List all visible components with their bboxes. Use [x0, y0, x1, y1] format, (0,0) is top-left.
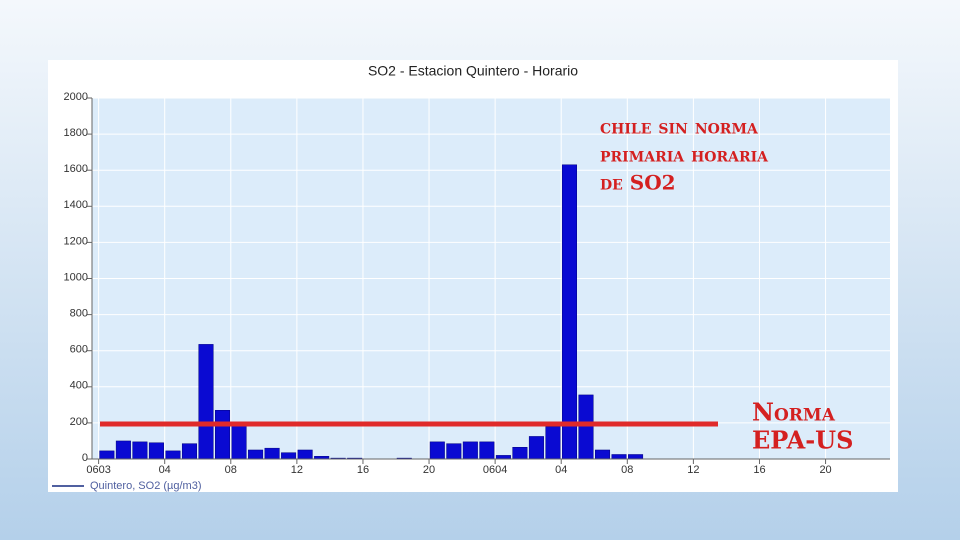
annotation: Norma [752, 398, 836, 427]
y-tick-label: 0 [82, 452, 88, 464]
bar [545, 426, 561, 460]
x-tick-label: 16 [357, 464, 369, 476]
bar [628, 454, 644, 460]
y-tick-label: 800 [70, 308, 88, 320]
bars [99, 164, 644, 460]
bar [297, 449, 313, 460]
bar [132, 441, 148, 460]
x-tick-label: 0604 [483, 464, 507, 476]
x-tick-label: 16 [753, 464, 765, 476]
bar [512, 447, 528, 460]
x-tick-label: 04 [555, 464, 567, 476]
x-tick-label: 04 [159, 464, 171, 476]
y-tick-label: 1000 [64, 271, 88, 283]
bar [248, 449, 264, 460]
bar [462, 441, 478, 460]
y-tick-label: 2000 [64, 91, 88, 103]
bar [281, 452, 297, 460]
bar [264, 447, 280, 460]
x-tick-label: 20 [819, 464, 831, 476]
x-tick-label: 20 [423, 464, 435, 476]
y-tick-label: 400 [70, 380, 88, 392]
bar [446, 443, 462, 460]
y-tick-label: 1600 [64, 163, 88, 175]
y-tick-label: 600 [70, 344, 88, 356]
bar [231, 424, 247, 460]
y-tick-label: 200 [70, 416, 88, 428]
bar [528, 436, 544, 460]
y-tick-label: 1800 [64, 127, 88, 139]
bar [479, 441, 495, 460]
ticks: 0 200 400 600 800 1000 1200 1400 1600 1800 2000 060… [64, 91, 832, 476]
bar [611, 454, 627, 460]
annotation: de SO2 [600, 171, 676, 195]
bar [181, 443, 197, 460]
y-tick-label: 1400 [64, 199, 88, 211]
chart-title: SO2 - Estacion Quintero - Horario [368, 63, 578, 79]
bar [198, 344, 214, 460]
annotation: EPA-US [752, 426, 853, 455]
legend-label: Quintero, SO2 (µg/m3) [90, 480, 202, 492]
x-tick-label: 12 [687, 464, 699, 476]
x-tick-label: 12 [291, 464, 303, 476]
bar [429, 441, 445, 460]
bar [148, 442, 164, 460]
annotation: primaria horaria [600, 143, 769, 167]
y-tick-label: 1200 [64, 235, 88, 247]
x-tick-label: 08 [225, 464, 237, 476]
x-tick-label: 08 [621, 464, 633, 476]
bar [165, 450, 181, 460]
annotations: chile sin norma primaria horaria de SO2 Nor… [600, 115, 853, 455]
bar [215, 410, 231, 460]
bar [115, 440, 131, 460]
annotation: chile sin norma [600, 115, 759, 139]
bar [595, 449, 611, 460]
bar [495, 455, 511, 460]
bar [561, 164, 577, 460]
bar [99, 450, 115, 460]
x-tick-label: 0603 [86, 464, 110, 476]
bar [578, 394, 594, 460]
